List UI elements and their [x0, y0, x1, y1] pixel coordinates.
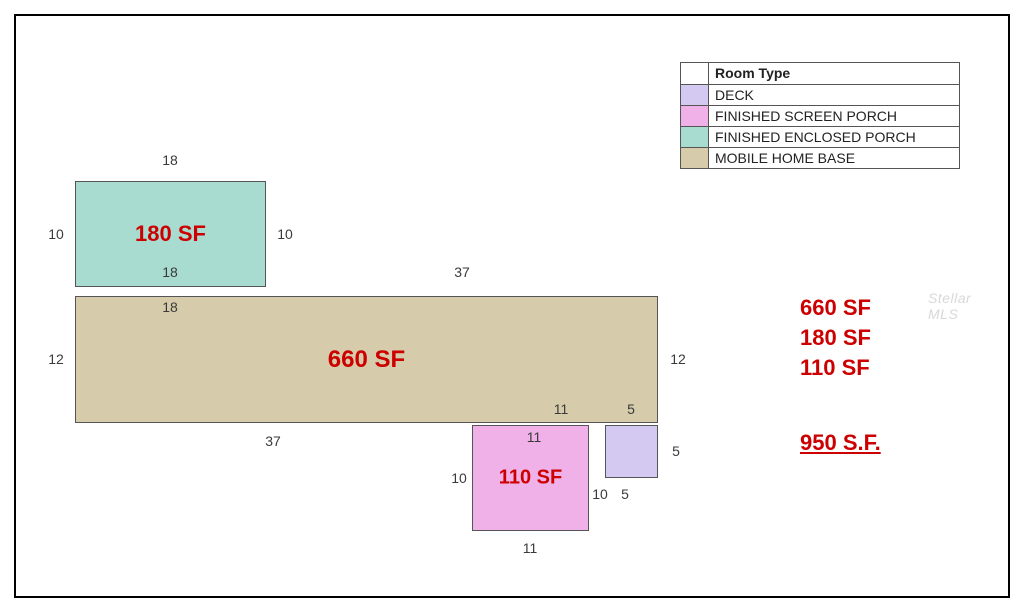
dimension-label: 5: [627, 401, 635, 417]
dimension-label: 37: [265, 433, 281, 449]
summary-total: 950 S.F.: [800, 430, 881, 456]
summary-line: 660 SF: [800, 295, 871, 321]
legend-label: MOBILE HOME BASE: [709, 148, 959, 168]
legend-row: FINISHED ENCLOSED PORCH: [681, 126, 959, 147]
room-type-legend: Room TypeDECKFINISHED SCREEN PORCHFINISH…: [680, 62, 960, 169]
summary-line: 110 SF: [800, 355, 870, 381]
legend-row: FINISHED SCREEN PORCH: [681, 105, 959, 126]
dimension-label: 18: [162, 299, 178, 315]
dimension-label: 10: [277, 226, 293, 242]
dimension-label: 18: [162, 264, 178, 280]
deck-shape: [605, 425, 658, 478]
dimension-label: 11: [554, 401, 569, 417]
dimension-label: 18: [162, 152, 178, 168]
dimension-label: 10: [592, 486, 608, 502]
legend-label: FINISHED ENCLOSED PORCH: [709, 127, 959, 147]
legend-label: DECK: [709, 85, 959, 105]
legend-label: FINISHED SCREEN PORCH: [709, 106, 959, 126]
dimension-label: 11: [523, 540, 538, 556]
page-root: Room TypeDECKFINISHED SCREEN PORCHFINISH…: [0, 0, 1024, 612]
dimension-label: 11: [527, 429, 542, 445]
legend-swatch: [681, 106, 709, 126]
enclosed-porch-sf-label: 180 SF: [135, 221, 206, 247]
legend-swatch: [681, 85, 709, 105]
legend-swatch: [681, 127, 709, 147]
dimension-label: 37: [454, 264, 470, 280]
legend-swatch: [681, 63, 709, 84]
summary-line: 180 SF: [800, 325, 871, 351]
base-sf-label: 660 SF: [328, 346, 405, 374]
legend-swatch: [681, 148, 709, 168]
dimension-label: 10: [451, 470, 467, 486]
dimension-label: 12: [670, 351, 686, 367]
screen-porch-sf-label: 110 SF: [499, 467, 562, 490]
legend-header-label: Room Type: [709, 63, 959, 84]
legend-header-row: Room Type: [681, 63, 959, 84]
dimension-label: 5: [621, 486, 629, 502]
dimension-label: 5: [672, 443, 680, 459]
legend-row: MOBILE HOME BASE: [681, 147, 959, 168]
legend-row: DECK: [681, 84, 959, 105]
dimension-label: 10: [48, 226, 64, 242]
mls-watermark: Stellar MLS: [928, 290, 992, 322]
dimension-label: 12: [48, 351, 64, 367]
